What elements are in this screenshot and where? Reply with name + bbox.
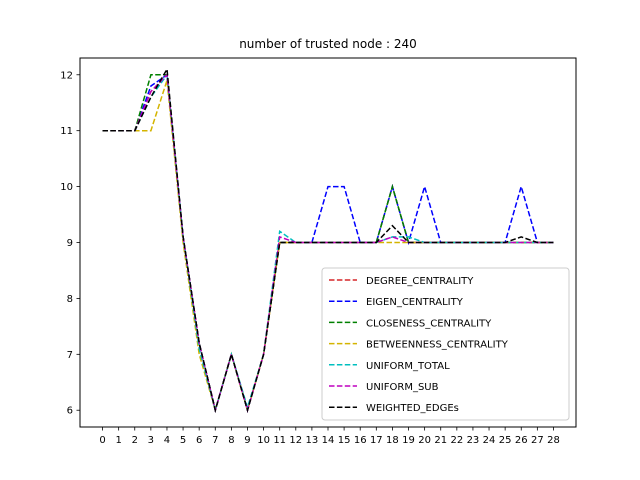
legend: DEGREE_CENTRALITY EIGEN_CENTRALITY CLOSENE… (321, 267, 570, 421)
x-tick-label: 24 (483, 435, 496, 446)
legend-label-6: WEIGHTED_EDGEs (366, 403, 459, 414)
legend-label-5: UNIFORM_SUB (366, 382, 439, 393)
x-tick-label: 6 (196, 435, 202, 446)
x-tick-label: 22 (450, 435, 463, 446)
x-tick-label: 23 (467, 435, 480, 446)
x-tick-label: 15 (338, 435, 351, 446)
legend-label-1: EIGEN_CENTRALITY (366, 297, 464, 308)
x-tick-label: 25 (499, 435, 512, 446)
y-axis-ticks: 6 7 8 9 10 11 12 (60, 70, 80, 417)
x-tick-label: 4 (164, 435, 170, 446)
x-tick-label: 1 (115, 435, 121, 446)
x-tick-label: 16 (354, 435, 367, 446)
legend-label-4: UNIFORM_TOTAL (366, 361, 450, 372)
legend-label-2: CLOSENESS_CENTRALITY (366, 318, 492, 329)
y-tick-label: 8 (67, 294, 73, 305)
x-axis-ticks: 0 1 2 3 4 5 6 7 8 9 10 11 12 13 14 15 16 17 18 19 20 21 22 23 24… (99, 427, 560, 446)
x-tick-label: 17 (370, 435, 383, 446)
x-tick-label: 27 (531, 435, 544, 446)
x-tick-label: 19 (402, 435, 415, 446)
series-lines (102, 66, 554, 414)
x-tick-label: 20 (418, 435, 431, 446)
chart-title: number of trusted node : 240 (239, 37, 417, 51)
x-tick-label: 14 (322, 435, 335, 446)
x-tick-label: 2 (132, 435, 138, 446)
y-tick-label: 6 (67, 406, 73, 417)
x-tick-label: 7 (212, 435, 218, 446)
legend-label-0: DEGREE_CENTRALITY (366, 276, 474, 287)
x-tick-label: 12 (289, 435, 302, 446)
series-line-6 (102, 66, 554, 414)
x-tick-label: 11 (273, 435, 286, 446)
x-tick-label: 26 (515, 435, 528, 446)
x-tick-label: 18 (386, 435, 399, 446)
x-tick-label: 8 (228, 435, 234, 446)
legend-label-3: BETWEENNESS_CENTRALITY (366, 340, 509, 351)
x-tick-label: 28 (547, 435, 560, 446)
y-tick-label: 9 (67, 238, 73, 249)
y-tick-label: 11 (60, 126, 73, 137)
x-tick-label: 21 (434, 435, 447, 446)
x-tick-label: 10 (257, 435, 270, 446)
y-tick-label: 12 (60, 70, 73, 81)
x-tick-label: 5 (180, 435, 186, 446)
x-tick-label: 0 (99, 435, 105, 446)
x-tick-label: 9 (244, 435, 250, 446)
x-tick-label: 13 (306, 435, 319, 446)
y-tick-label: 7 (67, 350, 73, 361)
y-tick-label: 10 (60, 182, 73, 193)
x-tick-label: 3 (148, 435, 154, 446)
legend-box (321, 267, 570, 421)
